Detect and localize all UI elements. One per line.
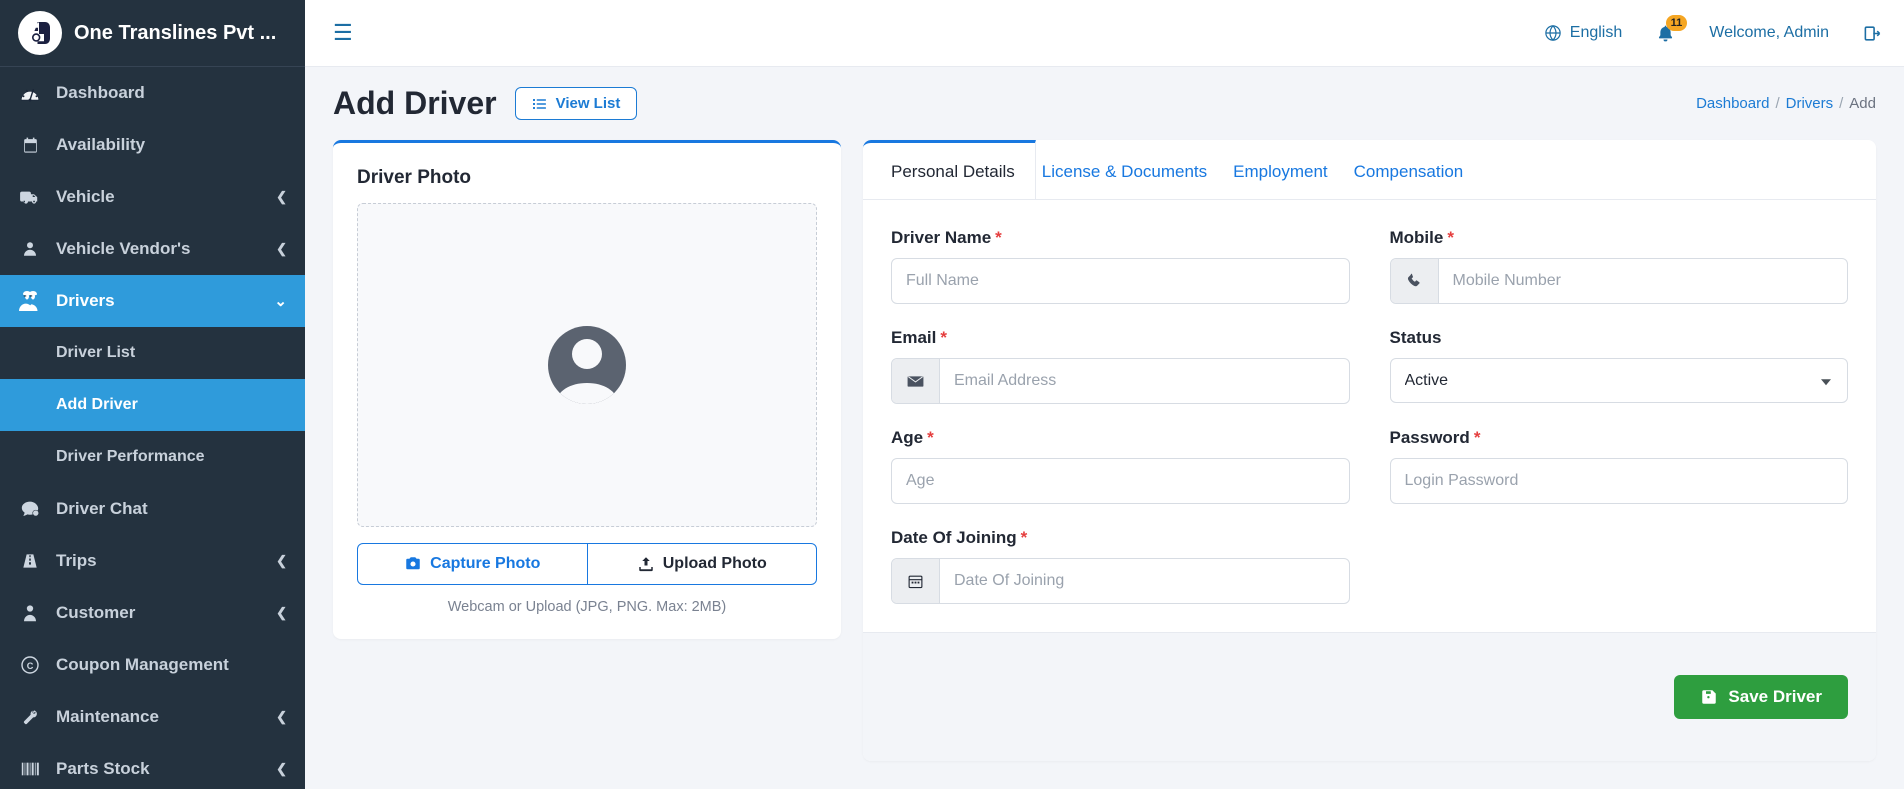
svg-text:C: C	[27, 661, 34, 671]
